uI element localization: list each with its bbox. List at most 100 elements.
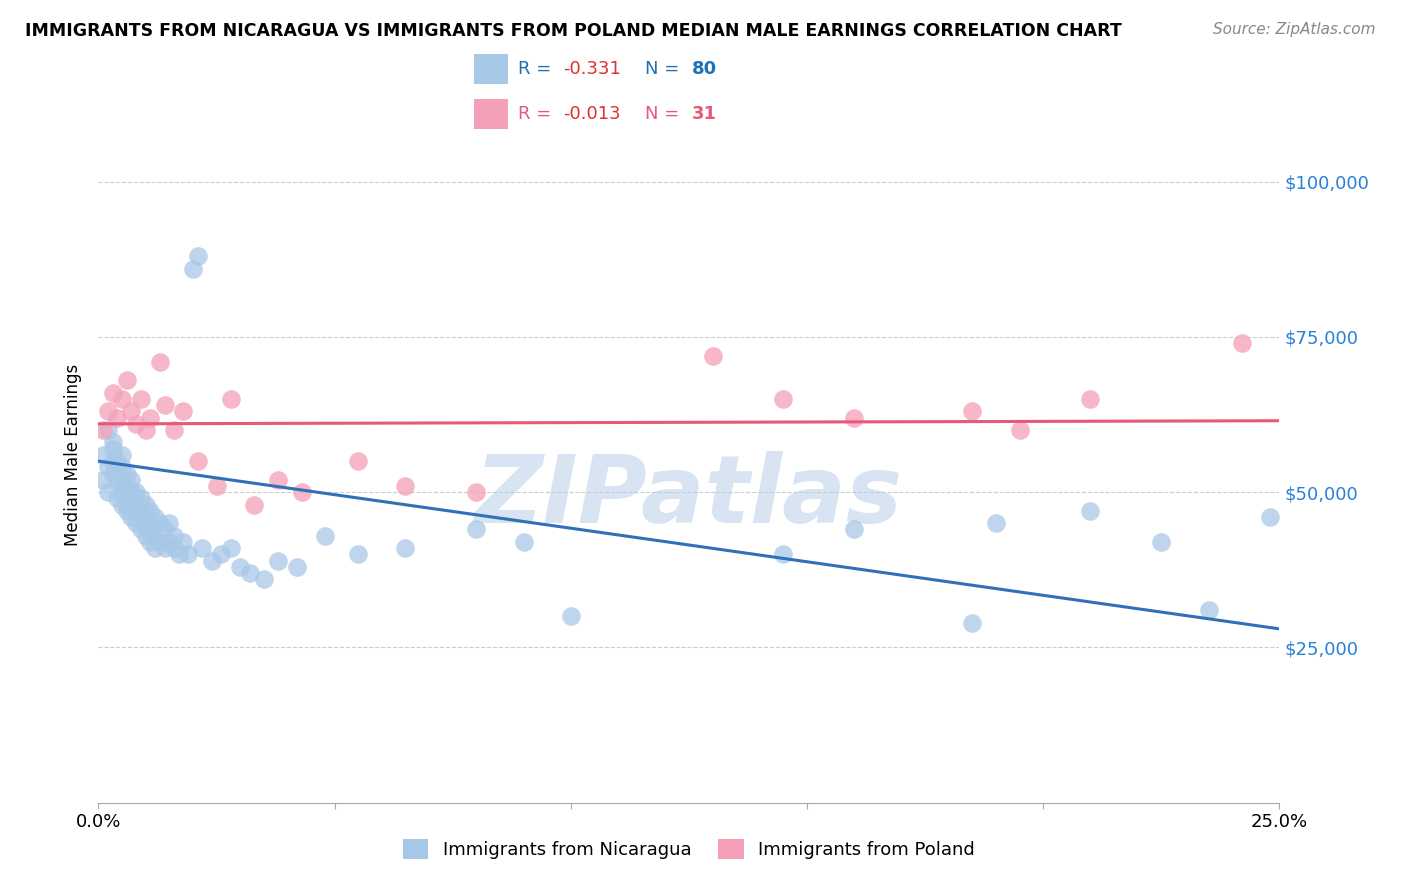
Point — [97, 485, 120, 500]
Point — [1008, 423, 1031, 437]
Point — [772, 392, 794, 406]
Point — [149, 355, 172, 369]
Point — [105, 491, 128, 506]
Text: ZIPatlas: ZIPatlas — [475, 450, 903, 542]
Text: N =: N = — [644, 105, 679, 123]
Point — [97, 423, 120, 437]
Point — [101, 442, 124, 456]
Point — [163, 423, 186, 437]
Point — [149, 534, 172, 549]
Point — [290, 485, 312, 500]
Point — [239, 566, 262, 580]
Point — [962, 615, 984, 630]
Point — [139, 410, 162, 425]
Text: 80: 80 — [692, 60, 717, 78]
Point — [181, 261, 204, 276]
Point — [135, 498, 157, 512]
Point — [125, 504, 148, 518]
Point — [209, 547, 232, 561]
Text: R =: R = — [517, 105, 557, 123]
Point — [394, 541, 416, 555]
Point — [125, 417, 148, 431]
Point — [394, 479, 416, 493]
Point — [157, 516, 180, 531]
Point — [219, 541, 242, 555]
Point — [111, 479, 134, 493]
Point — [115, 504, 138, 518]
Point — [465, 485, 488, 500]
Point — [560, 609, 582, 624]
Point — [172, 404, 194, 418]
Point — [243, 498, 266, 512]
Point — [105, 454, 128, 468]
Point — [267, 473, 290, 487]
Y-axis label: Median Male Earnings: Median Male Earnings — [63, 364, 82, 546]
Point — [115, 467, 138, 481]
Point — [121, 473, 143, 487]
Point — [105, 473, 128, 487]
Point — [101, 467, 124, 481]
Point — [267, 553, 290, 567]
Point — [135, 510, 157, 524]
Point — [135, 423, 157, 437]
Point — [844, 523, 866, 537]
Point — [115, 485, 138, 500]
Point — [97, 460, 120, 475]
Point — [111, 460, 134, 475]
Point — [129, 523, 152, 537]
Point — [139, 534, 162, 549]
Point — [1258, 510, 1281, 524]
Bar — [474, 99, 508, 129]
Point — [153, 523, 176, 537]
Point — [121, 491, 143, 506]
Point — [91, 448, 114, 462]
Point — [121, 510, 143, 524]
Point — [129, 491, 152, 506]
Point — [135, 529, 157, 543]
Point — [97, 404, 120, 418]
Text: R =: R = — [517, 60, 557, 78]
Point — [139, 523, 162, 537]
Point — [1080, 504, 1102, 518]
Point — [121, 485, 143, 500]
Text: IMMIGRANTS FROM NICARAGUA VS IMMIGRANTS FROM POLAND MEDIAN MALE EARNINGS CORRELA: IMMIGRANTS FROM NICARAGUA VS IMMIGRANTS … — [25, 22, 1122, 40]
Point — [285, 559, 308, 574]
Point — [984, 516, 1007, 531]
Point — [177, 547, 200, 561]
Point — [135, 516, 157, 531]
Point — [465, 523, 488, 537]
Point — [167, 547, 190, 561]
Point — [347, 547, 370, 561]
Point — [101, 385, 124, 400]
Point — [1198, 603, 1220, 617]
Point — [129, 510, 152, 524]
Point — [187, 454, 209, 468]
Point — [129, 504, 152, 518]
Text: 31: 31 — [692, 105, 717, 123]
Point — [844, 410, 866, 425]
Point — [1150, 534, 1173, 549]
Point — [143, 541, 166, 555]
Text: Source: ZipAtlas.com: Source: ZipAtlas.com — [1212, 22, 1375, 37]
Point — [1080, 392, 1102, 406]
Point — [163, 541, 186, 555]
Point — [91, 423, 114, 437]
Point — [702, 349, 724, 363]
Point — [153, 398, 176, 412]
Point — [143, 510, 166, 524]
Legend: Immigrants from Nicaragua, Immigrants from Poland: Immigrants from Nicaragua, Immigrants fr… — [392, 828, 986, 871]
Point — [157, 534, 180, 549]
Point — [91, 473, 114, 487]
Text: -0.013: -0.013 — [564, 105, 621, 123]
Point — [111, 392, 134, 406]
Point — [962, 404, 984, 418]
Point — [201, 553, 224, 567]
Point — [153, 541, 176, 555]
Point — [139, 504, 162, 518]
Point — [772, 547, 794, 561]
Point — [512, 534, 534, 549]
Point — [1230, 336, 1253, 351]
Point — [125, 516, 148, 531]
Point — [101, 435, 124, 450]
Point — [143, 529, 166, 543]
